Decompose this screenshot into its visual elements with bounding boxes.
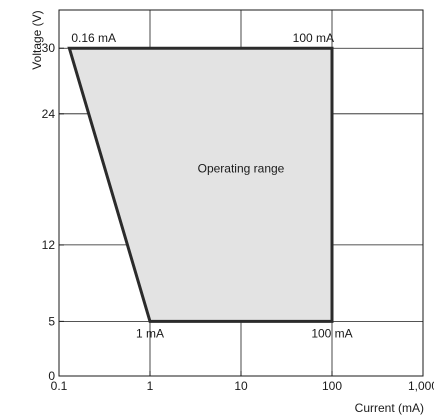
axis-ticks: 0.1 1 10 100 1,000 0 5 12 24 30: [42, 41, 434, 393]
annotation-label: 1 mA: [136, 326, 164, 340]
annotation-label: 0.16 mA: [71, 31, 116, 45]
x-tick-label: 1: [147, 379, 154, 393]
operating-range-region: [67, 46, 334, 323]
annotation-label: 100 mA: [293, 31, 334, 45]
annotation-label: 100 mA: [311, 326, 352, 340]
y-tick-label: 0: [48, 369, 55, 383]
x-tick-label: 1,000: [408, 379, 434, 393]
x-tick-label: 10: [234, 379, 248, 393]
annotation-label: Operating range: [198, 161, 285, 175]
y-axis-label: Voltage (V): [30, 10, 44, 69]
x-axis-label: Current (mA): [355, 401, 424, 415]
annotations: 0.16 mA 100 mA 1 mA 100 mA Operating range: [71, 31, 352, 340]
y-tick-label: 30: [42, 41, 56, 55]
y-tick-label: 5: [48, 314, 55, 328]
x-tick-label: 0.1: [51, 379, 68, 393]
x-tick-label: 100: [322, 379, 342, 393]
y-tick-label: 12: [42, 238, 56, 252]
y-tick-label: 24: [42, 107, 56, 121]
